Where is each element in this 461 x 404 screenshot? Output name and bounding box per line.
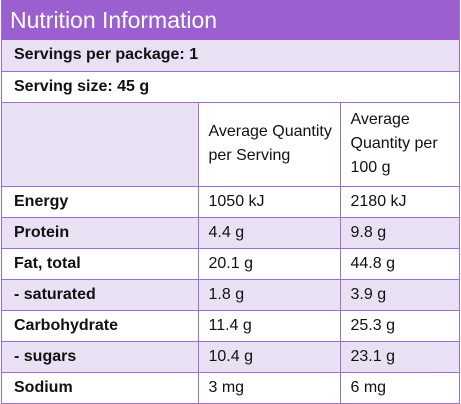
per-serving-value: 10.4 g	[197, 340, 341, 373]
serving-size: Serving size: 45 g	[2, 70, 459, 103]
table-row: - saturated 1.8 g 3.9 g	[2, 278, 459, 311]
nutrient-label: Sodium	[2, 371, 199, 404]
nutrient-label: Carbohydrate	[2, 309, 199, 342]
nutrient-label: - saturated	[2, 278, 199, 311]
per-100g-value: 9.8 g	[339, 216, 459, 249]
header-per-serving: Average Quantity per Serving	[197, 101, 341, 187]
table-row: Protein 4.4 g 9.8 g	[2, 216, 459, 249]
per-serving-value: 11.4 g	[197, 309, 341, 342]
per-serving-value: 20.1 g	[197, 247, 341, 280]
table-row: Sodium 3 mg 6 mg	[2, 371, 459, 404]
table-row: Carbohydrate 11.4 g 25.3 g	[2, 309, 459, 342]
per-serving-value: 1.8 g	[197, 278, 341, 311]
per-100g-value: 23.1 g	[339, 340, 459, 373]
servings-per-package: Servings per package: 1	[2, 40, 459, 72]
column-header-row: Average Quantity per Serving Average Qua…	[2, 101, 459, 187]
servings-per-package-row: Servings per package: 1	[2, 40, 459, 72]
nutrient-label: Fat, total	[2, 247, 199, 280]
per-100g-value: 3.9 g	[339, 278, 459, 311]
header-empty-cell	[2, 101, 199, 187]
per-serving-value: 4.4 g	[197, 216, 341, 249]
nutrient-label: - sugars	[2, 340, 199, 373]
table-row: Energy 1050 kJ 2180 kJ	[2, 185, 459, 218]
table-row: Fat, total 20.1 g 44.8 g	[2, 247, 459, 280]
serving-size-row: Serving size: 45 g	[2, 70, 459, 103]
per-100g-value: 44.8 g	[339, 247, 459, 280]
nutrition-table: Servings per package: 1 Serving size: 45…	[2, 40, 459, 404]
per-100g-value: 25.3 g	[339, 309, 459, 342]
per-100g-value: 2180 kJ	[339, 185, 459, 218]
per-serving-value: 1050 kJ	[197, 185, 341, 218]
header-per-100g: Average Quantity per 100 g	[339, 101, 459, 187]
per-serving-value: 3 mg	[197, 371, 341, 404]
table-row: - sugars 10.4 g 23.1 g	[2, 340, 459, 373]
nutrient-label: Energy	[2, 185, 199, 218]
nutrient-label: Protein	[2, 216, 199, 249]
per-100g-value: 6 mg	[339, 371, 459, 404]
panel-title: Nutrition Information	[2, 0, 459, 40]
